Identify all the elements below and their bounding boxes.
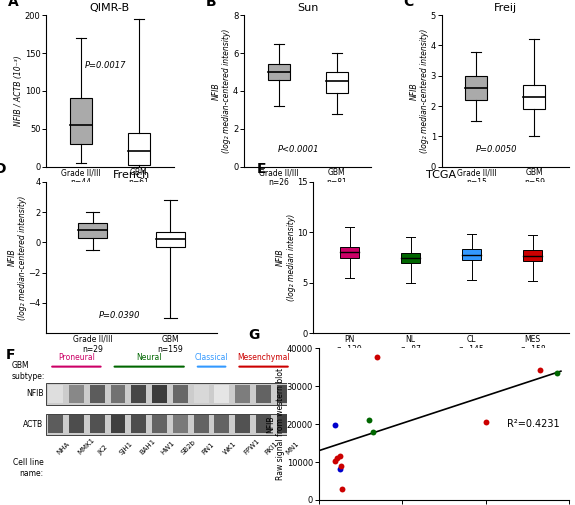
Text: SB2b: SB2b (181, 439, 197, 456)
Text: MN1: MN1 (285, 440, 300, 456)
Text: Cell line
name:: Cell line name: (13, 458, 44, 478)
Text: RKI1: RKI1 (263, 440, 279, 456)
Text: NHA: NHA (56, 441, 71, 456)
Text: P=0.0390: P=0.0390 (99, 311, 140, 320)
Bar (46, 414, 294, 435)
Point (373, 352, 382, 361)
Text: R²=0.4231: R²=0.4231 (507, 419, 559, 429)
Text: E: E (256, 162, 266, 176)
Bar (110, 385, 125, 403)
Bar (256, 415, 271, 433)
Text: Proneural: Proneural (58, 353, 95, 362)
Text: Neural: Neural (136, 353, 162, 362)
Text: HW1: HW1 (160, 440, 175, 456)
Bar (70, 98, 92, 144)
Bar (90, 415, 105, 433)
Text: GBM
subtype:: GBM subtype: (12, 361, 45, 381)
Text: ACTB: ACTB (24, 420, 44, 429)
Text: NFIB: NFIB (26, 389, 44, 398)
Bar (214, 415, 229, 433)
Title: QIMR-B: QIMR-B (90, 3, 130, 13)
Bar (256, 385, 271, 403)
Text: C: C (403, 0, 413, 9)
Bar (69, 385, 84, 403)
Point (336, 462, 346, 470)
Point (338, 485, 347, 493)
Bar (462, 249, 481, 260)
Title: French: French (113, 170, 150, 180)
Text: WK1: WK1 (222, 440, 237, 456)
Bar (48, 415, 63, 433)
Text: P=0.0017: P=0.0017 (85, 61, 126, 70)
Text: B: B (205, 0, 216, 9)
Title: Freij: Freij (494, 3, 517, 13)
Point (552, 369, 561, 377)
Bar (69, 415, 84, 433)
Text: P=0.0050: P=0.0050 (476, 144, 518, 154)
Text: BAH1: BAH1 (139, 438, 156, 456)
Bar (131, 415, 146, 433)
Point (364, 416, 373, 424)
Point (331, 421, 340, 429)
Bar (194, 385, 209, 403)
Point (335, 452, 344, 461)
Bar (152, 385, 167, 403)
Text: MMK1: MMK1 (76, 437, 95, 456)
Point (369, 428, 378, 436)
Bar (523, 250, 542, 261)
Bar (401, 252, 420, 263)
Bar (277, 415, 292, 433)
Text: SJH1: SJH1 (118, 440, 133, 456)
Text: Classical: Classical (195, 353, 228, 362)
Bar (90, 385, 105, 403)
Bar (325, 72, 348, 93)
Bar (340, 247, 359, 258)
Point (535, 367, 545, 375)
Point (331, 458, 340, 466)
Bar (110, 415, 125, 433)
Bar (128, 132, 150, 165)
Y-axis label: NFIB / ACTB (10⁻³): NFIB / ACTB (10⁻³) (14, 56, 24, 126)
Point (335, 465, 344, 473)
Bar (155, 232, 185, 247)
Text: G: G (248, 328, 260, 342)
Text: RN1: RN1 (201, 441, 216, 456)
Bar (235, 415, 250, 433)
Bar (173, 385, 188, 403)
Bar (48, 385, 63, 403)
Bar (267, 64, 290, 80)
Y-axis label: NFIB
(log₂ median-centered intensity): NFIB (log₂ median-centered intensity) (212, 29, 232, 153)
Y-axis label: NFIB
(log₂ median-centered intensity): NFIB (log₂ median-centered intensity) (410, 29, 430, 153)
Y-axis label: NFIB
(log₂ median-centered intensity): NFIB (log₂ median-centered intensity) (7, 195, 27, 320)
Bar (152, 415, 167, 433)
Bar (277, 385, 292, 403)
Bar (194, 415, 209, 433)
Bar (523, 85, 546, 109)
Text: FPW1: FPW1 (243, 438, 261, 456)
Bar (131, 385, 146, 403)
Bar (78, 223, 108, 238)
Y-axis label: NFIB
Raw signal from western blot: NFIB Raw signal from western blot (266, 368, 285, 480)
Bar (46, 383, 294, 405)
Text: A: A (7, 0, 18, 9)
Bar (465, 76, 488, 100)
Point (332, 454, 342, 463)
Text: Mesenchymal: Mesenchymal (237, 353, 290, 362)
Text: JK2: JK2 (97, 444, 109, 456)
Bar (214, 385, 229, 403)
Text: D: D (0, 162, 6, 176)
Bar (235, 385, 250, 403)
Text: F: F (6, 348, 16, 363)
Text: P<0.0001: P<0.0001 (278, 144, 320, 154)
Title: TCGA: TCGA (426, 170, 456, 180)
Point (481, 418, 490, 426)
Bar (173, 415, 188, 433)
Y-axis label: NFIB
(log₂ median intensity): NFIB (log₂ median intensity) (276, 214, 296, 301)
Title: Sun: Sun (297, 3, 319, 13)
